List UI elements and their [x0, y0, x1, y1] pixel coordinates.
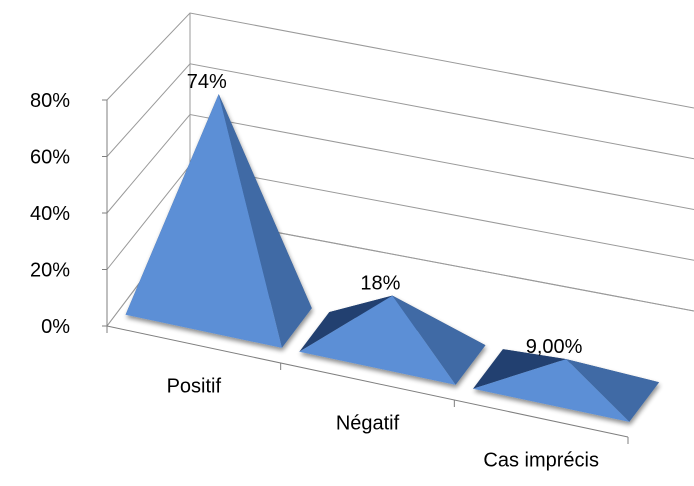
- x-category-label: Positif: [167, 376, 222, 398]
- pyramid-left-face: [473, 349, 567, 389]
- pyramid-front-face: [299, 295, 456, 385]
- chart-text: 0% 20% 40% 60% 80% Positif Négatif Cas imprécis…: [30, 71, 599, 471]
- x-category-label: Cas imprécis: [483, 450, 599, 472]
- y-tick-label: 20%: [30, 260, 70, 282]
- pyramid-bar: [473, 349, 660, 422]
- pyramid-left-face: [299, 295, 393, 352]
- pyramid-bar: [299, 295, 486, 385]
- y-tick-label: 40%: [30, 203, 70, 225]
- gridline: [106, 12, 694, 109]
- pyramid-right-face: [392, 295, 486, 385]
- data-label: 18%: [360, 273, 400, 295]
- y-tick-label: 80%: [30, 90, 70, 112]
- y-tick-label: 0%: [41, 316, 70, 338]
- chart-axes: [102, 99, 629, 444]
- x-axis: [106, 325, 629, 438]
- data-label: 9,00%: [526, 336, 583, 358]
- pyramid-right-face: [218, 94, 312, 348]
- data-label: 74%: [187, 71, 227, 93]
- gridline: [106, 113, 694, 214]
- x-category-label: Négatif: [336, 413, 400, 435]
- pyramid-bar: [125, 94, 312, 348]
- pyramid-front-face: [125, 94, 282, 348]
- pyramid-right-face: [566, 359, 660, 422]
- gridline: [106, 63, 694, 160]
- pyramid-front-face: [473, 359, 630, 422]
- y-tick-label: 60%: [30, 147, 70, 169]
- chart-marks: [125, 94, 660, 422]
